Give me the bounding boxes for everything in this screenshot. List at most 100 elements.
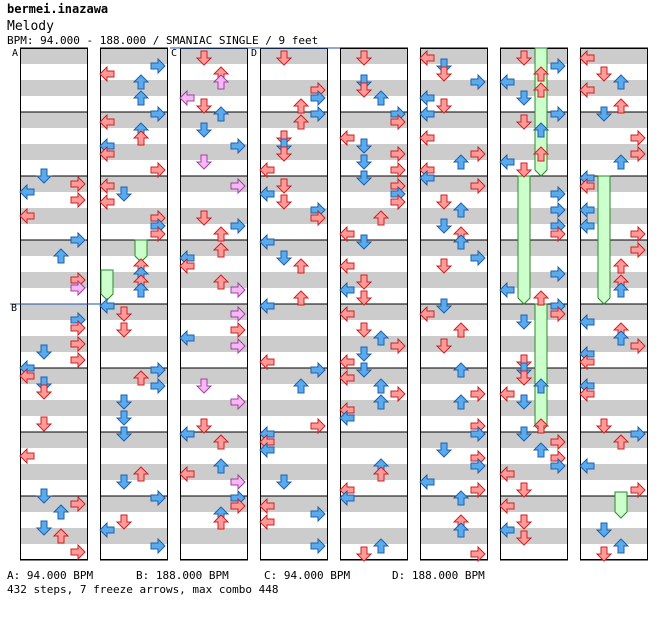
- arrow-right-icon: [550, 105, 566, 123]
- arrow-down-icon: [275, 474, 293, 490]
- arrow-down-icon: [355, 138, 373, 154]
- arrow-left-icon: [579, 457, 595, 475]
- arrow-right-icon: [150, 489, 166, 507]
- arrow-left-icon: [179, 257, 195, 275]
- arrow-right-icon: [230, 137, 246, 155]
- arrow-down-icon: [115, 306, 133, 322]
- arrow-up-icon: [452, 202, 470, 218]
- arrow-up-icon: [212, 274, 230, 290]
- arrow-right-icon: [470, 73, 486, 91]
- arrow-left-icon: [419, 105, 435, 123]
- arrow-down-icon: [435, 258, 453, 274]
- arrow-down-icon: [515, 370, 533, 386]
- arrow-right-icon: [630, 241, 646, 259]
- arrow-down-icon: [355, 322, 373, 338]
- arrow-right-icon: [630, 481, 646, 499]
- arrow-left-icon: [579, 201, 595, 219]
- arrow-up-icon: [452, 362, 470, 378]
- arrow-right-icon: [630, 337, 646, 355]
- footer-bpm-b: B: 188.000 BPM: [136, 569, 229, 582]
- arrow-right-icon: [390, 337, 406, 355]
- arrow-up-icon: [132, 370, 150, 386]
- arrow-down-icon: [595, 66, 613, 82]
- arrow-right-icon: [230, 393, 246, 411]
- arrow-left-icon: [579, 81, 595, 99]
- arrow-down-icon: [595, 522, 613, 538]
- arrow-right-icon: [150, 161, 166, 179]
- arrow-left-icon: [339, 257, 355, 275]
- arrow-up-icon: [612, 282, 630, 298]
- arrow-right-icon: [230, 321, 246, 339]
- arrow-down-icon: [355, 362, 373, 378]
- arrow-down-icon: [435, 194, 453, 210]
- arrow-down-icon: [355, 170, 373, 186]
- arrow-left-icon: [19, 447, 35, 465]
- arrow-right-icon: [470, 385, 486, 403]
- arrow-left-icon: [99, 193, 115, 211]
- arrow-left-icon: [499, 497, 515, 515]
- arrow-right-icon: [550, 457, 566, 475]
- arrow-right-icon: [150, 377, 166, 395]
- arrow-right-icon: [230, 473, 246, 491]
- arrow-left-icon: [339, 129, 355, 147]
- arrow-right-icon: [630, 225, 646, 243]
- arrow-left-icon: [99, 521, 115, 539]
- arrow-up-icon: [132, 466, 150, 482]
- arrow-right-icon: [150, 57, 166, 75]
- arrow-right-icon: [390, 145, 406, 163]
- arrow-down-icon: [595, 106, 613, 122]
- arrow-up-icon: [132, 130, 150, 146]
- arrow-right-icon: [470, 249, 486, 267]
- arrow-left-icon: [259, 441, 275, 459]
- arrow-right-icon: [230, 217, 246, 235]
- arrow-down-icon: [515, 114, 533, 130]
- arrow-left-icon: [499, 385, 515, 403]
- arrow-down-icon: [115, 322, 133, 338]
- arrow-down-icon: [515, 482, 533, 498]
- arrow-down-icon: [515, 90, 533, 106]
- arrow-down-icon: [195, 50, 213, 66]
- arrow-down-icon: [115, 410, 133, 426]
- freeze-arrow: [517, 175, 531, 305]
- arrow-up-icon: [52, 248, 70, 264]
- arrow-up-icon: [292, 114, 310, 130]
- arrow-up-icon: [292, 290, 310, 306]
- arrow-up-icon: [212, 458, 230, 474]
- arrow-down-icon: [35, 384, 53, 400]
- arrow-left-icon: [19, 183, 35, 201]
- arrow-left-icon: [19, 207, 35, 225]
- arrow-right-icon: [150, 361, 166, 379]
- arrow-left-icon: [499, 465, 515, 483]
- arrow-down-icon: [515, 426, 533, 442]
- arrow-up-icon: [532, 378, 550, 394]
- arrow-up-icon: [372, 330, 390, 346]
- arrow-right-icon: [70, 231, 86, 249]
- arrow-down-icon: [275, 194, 293, 210]
- arrow-left-icon: [339, 489, 355, 507]
- arrow-down-icon: [515, 162, 533, 178]
- arrow-right-icon: [630, 425, 646, 443]
- arrow-up-icon: [532, 82, 550, 98]
- arrow-down-icon: [595, 546, 613, 562]
- arrow-right-icon: [310, 417, 326, 435]
- arrow-right-icon: [470, 425, 486, 443]
- arrow-down-icon: [195, 122, 213, 138]
- arrow-down-icon: [35, 416, 53, 432]
- arrow-right-icon: [550, 57, 566, 75]
- arrow-up-icon: [452, 522, 470, 538]
- arrow-right-icon: [70, 351, 86, 369]
- freeze-arrow: [614, 491, 628, 519]
- arrow-left-icon: [99, 297, 115, 315]
- arrow-right-icon: [310, 105, 326, 123]
- arrow-down-icon: [595, 418, 613, 434]
- arrow-down-icon: [355, 290, 373, 306]
- arrow-down-icon: [355, 546, 373, 562]
- arrow-up-icon: [612, 434, 630, 450]
- arrow-left-icon: [339, 409, 355, 427]
- arrow-up-icon: [212, 514, 230, 530]
- arrow-up-icon: [132, 282, 150, 298]
- arrow-left-icon: [19, 367, 35, 385]
- arrow-up-icon: [372, 394, 390, 410]
- arrow-up-icon: [612, 258, 630, 274]
